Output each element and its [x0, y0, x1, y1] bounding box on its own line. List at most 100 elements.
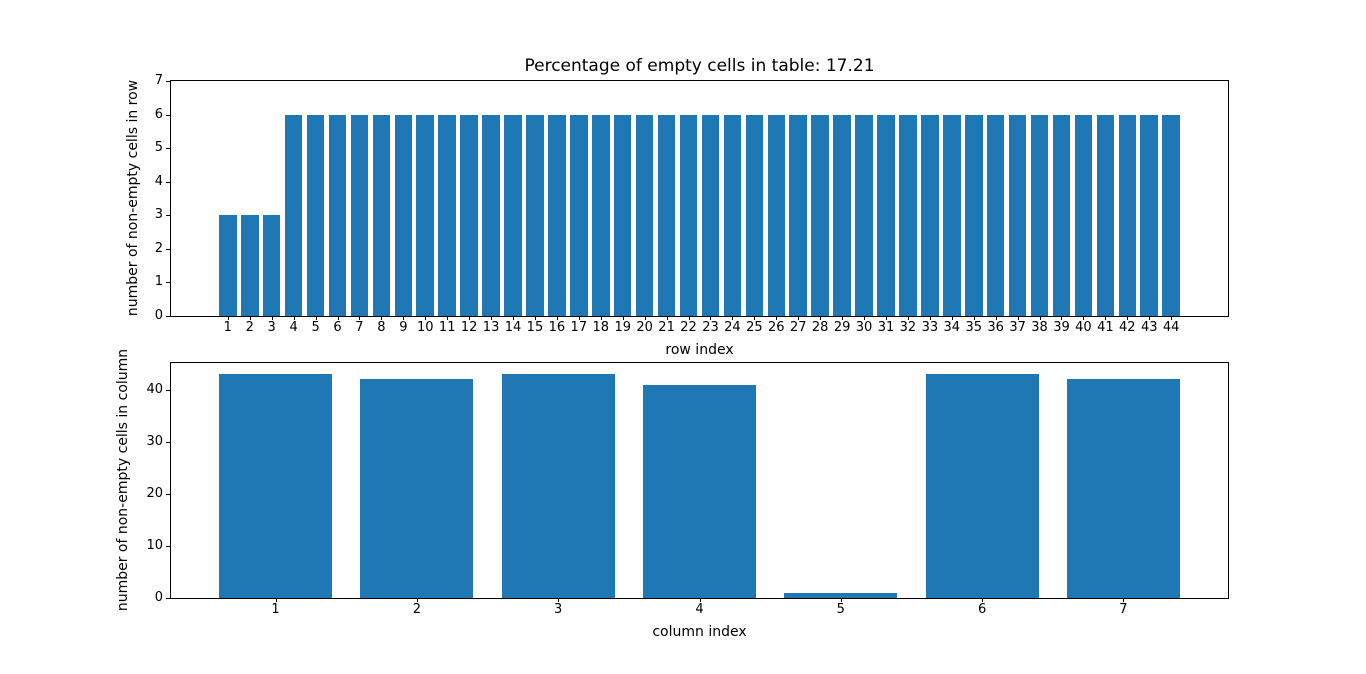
bar [570, 114, 588, 316]
y-tick [166, 389, 170, 391]
x-tick [1083, 316, 1085, 320]
x-tick [840, 598, 842, 602]
x-tick-label: 4 [695, 602, 704, 617]
x-tick-label: 44 [1162, 320, 1180, 335]
x-tick-label: 39 [1053, 320, 1070, 335]
y-tick [166, 493, 170, 495]
x-tick-label: 10 [416, 320, 434, 335]
bar [460, 114, 478, 316]
bar [925, 374, 1039, 598]
x-tick-label: 6 [333, 320, 342, 335]
x-tick [951, 316, 953, 320]
x-tick [337, 316, 339, 320]
bar [701, 114, 720, 316]
x-tick [1039, 316, 1041, 320]
x-tick-label: 23 [702, 320, 719, 335]
bar [306, 114, 325, 316]
bar [679, 114, 698, 316]
x-tick [447, 316, 449, 320]
bar [745, 114, 764, 316]
bar [943, 114, 961, 316]
x-tick-label: 5 [311, 320, 320, 335]
x-tick-label: 28 [811, 320, 829, 335]
bar [767, 114, 786, 316]
x-tick [732, 316, 734, 320]
x-tick-label: 15 [526, 320, 544, 335]
y-tick-label: 20 [146, 485, 163, 501]
x-tick [249, 316, 251, 320]
bar [416, 114, 435, 316]
x-tick-label: 41 [1097, 320, 1114, 335]
x-tick [578, 316, 580, 320]
bar [1140, 114, 1159, 316]
bar [438, 114, 456, 316]
x-tick [798, 316, 800, 320]
bar [921, 114, 939, 316]
x-tick-label: 17 [570, 320, 588, 335]
x-tick [864, 316, 866, 320]
bar [723, 114, 742, 316]
bar [350, 114, 369, 316]
x-tick [425, 316, 427, 320]
row-chart-y-axis-label: number of non-empty cells in row [125, 79, 141, 317]
x-tick-label: 7 [1119, 602, 1128, 617]
x-tick [699, 598, 701, 602]
bar [642, 384, 757, 598]
x-tick-label: 43 [1140, 320, 1158, 335]
y-tick [166, 248, 170, 250]
column-chart-y-axis-label: number of non-empty cells in column [115, 348, 131, 612]
x-tick-label: 30 [855, 320, 873, 335]
x-tick [1149, 316, 1151, 320]
x-tick [513, 316, 515, 320]
x-tick [556, 316, 558, 320]
x-tick-label: 35 [965, 320, 982, 335]
x-tick-label: 3 [554, 602, 563, 617]
x-tick-label: 8 [377, 320, 386, 335]
bar [328, 114, 347, 316]
bar [482, 114, 500, 316]
y-tick [166, 181, 170, 183]
y-tick [166, 282, 170, 284]
x-tick [754, 316, 756, 320]
bar [504, 114, 522, 316]
x-tick-label: 12 [460, 320, 478, 335]
bar [394, 114, 413, 316]
x-tick-label: 6 [977, 602, 987, 617]
x-tick [820, 316, 822, 320]
x-tick [315, 316, 317, 320]
x-tick [1105, 316, 1107, 320]
x-tick-label: 2 [245, 320, 254, 335]
bar [811, 114, 829, 316]
x-tick [982, 598, 984, 602]
x-tick-label: 1 [271, 602, 280, 617]
x-tick-label: 3 [267, 320, 276, 335]
x-tick [534, 316, 536, 320]
x-tick [688, 316, 690, 320]
bar [964, 114, 983, 316]
bar [372, 114, 391, 316]
x-tick-label: 11 [438, 320, 456, 335]
y-tick [166, 81, 170, 82]
x-tick-label: 13 [482, 320, 500, 335]
x-tick [710, 316, 712, 320]
x-tick [995, 316, 997, 320]
y-tick-label: 2 [154, 240, 163, 256]
x-tick [1171, 316, 1173, 320]
bar [789, 114, 807, 316]
y-tick [166, 114, 170, 116]
x-tick [1061, 316, 1063, 320]
row-chart-x-axis-label: row index [665, 342, 734, 358]
x-tick [558, 598, 560, 602]
x-tick [293, 316, 295, 320]
x-tick-label: 24 [724, 320, 741, 335]
y-tick [166, 441, 170, 443]
x-tick [403, 316, 405, 320]
x-tick [416, 598, 418, 602]
bar [219, 215, 237, 316]
bar [1162, 114, 1180, 316]
bar [855, 114, 873, 316]
x-tick [929, 316, 931, 320]
x-tick [622, 316, 624, 320]
x-tick-label: 1 [223, 320, 232, 335]
